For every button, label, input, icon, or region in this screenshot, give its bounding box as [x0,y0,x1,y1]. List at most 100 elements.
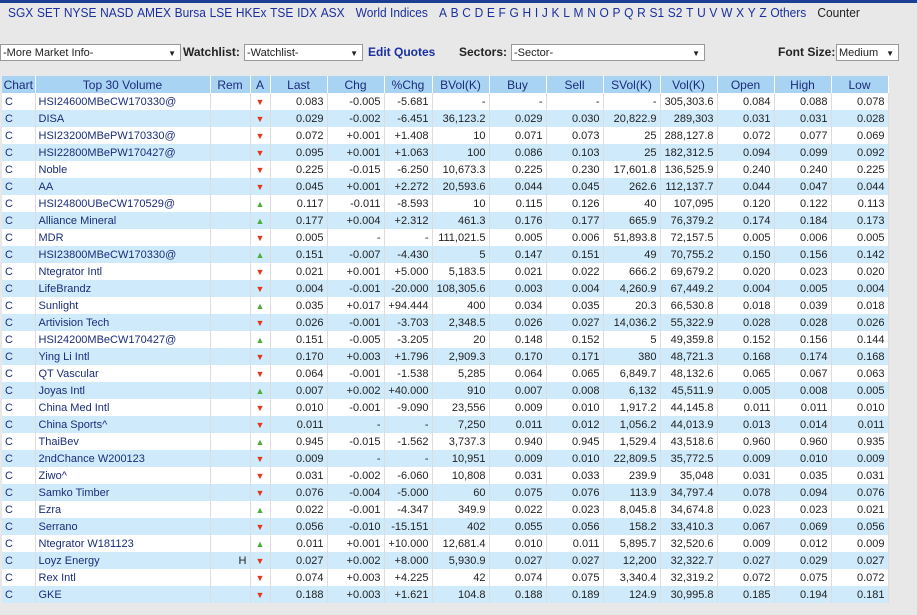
stock-name-cell[interactable]: Artivision Tech [35,314,211,331]
nav-letter-w[interactable]: W [721,5,733,20]
column-header[interactable]: Sell [546,76,604,93]
nav-exchange-hkex[interactable]: HKEx [235,5,267,20]
nav-letter-a[interactable]: A [438,5,447,20]
column-header[interactable]: %Chg [384,76,433,93]
chart-link-cell[interactable]: C [2,399,36,416]
nav-exchange-bursa[interactable]: Bursa [174,5,206,20]
chart-link-cell[interactable]: C [2,501,36,518]
column-header[interactable]: Vol(K) [660,76,718,93]
stock-name-cell[interactable]: HSI23800MBeCW170330@ [35,246,211,263]
nav-letter-s1[interactable]: S1 [649,5,665,20]
table-row[interactable]: C Joyas Intl ▲ 0.007 +0.002 +40.000 910 0.007 0.… [2,382,889,399]
table-row[interactable]: C Samko Timber ▼ 0.076 -0.004 -5.000 60 0.075 0.… [2,484,889,501]
stock-name-cell[interactable]: DISA [35,110,211,127]
stock-name-cell[interactable]: Ntegrator W181123 [35,535,211,552]
column-header[interactable]: Low [831,76,889,93]
stock-name-cell[interactable]: AA [35,178,211,195]
edit-quotes-link[interactable]: Edit Quotes [368,45,436,59]
chart-link-cell[interactable]: C [2,450,36,467]
table-row[interactable]: C Ntegrator W181123 ▲ 0.011 +0.001 +10.000 12,… [2,535,889,552]
nav-letter-x[interactable]: X [736,5,745,20]
nav-exchange-set[interactable]: SET [36,5,61,20]
table-row[interactable]: C 2ndChance W200123 ▼ 0.009- -10,951 0.009 0.0… [2,450,889,467]
table-row[interactable]: C Loyz Energy H ▼ 0.027 +0.002 +8.000 5,930.9 0.… [2,552,889,569]
table-row[interactable]: C QT Vascular ▼ 0.064 -0.001 -1.538 5,285 0.064… [2,365,889,382]
nav-letter-i[interactable]: I [534,5,539,20]
nav-letter-r[interactable]: R [637,5,646,20]
watchlist-select[interactable]: -Watchlist- ▼ [244,44,363,61]
column-header[interactable]: Last [270,76,328,93]
nav-world-indices[interactable]: World Indices [355,5,428,20]
chart-link-cell[interactable]: C [2,518,36,535]
table-row[interactable]: C Ziwo^ ▼ 0.031 -0.002 -6.060 10,808 0.031 0.033… [2,467,889,484]
table-row[interactable]: C ThaiBev ▲ 0.945 -0.015 -1.562 3,737.3 0.940 0.… [2,433,889,450]
stock-name-cell[interactable]: Ziwo^ [35,467,211,484]
table-row[interactable]: C HSI22800MBePW170427@ ▼ 0.095 +0.001 +1.063 1… [2,144,889,161]
table-row[interactable]: C China Sports^ ▼ 0.011- -7,250 0.011 0.012 1,0… [2,416,889,433]
column-header[interactable]: Rem [210,76,251,93]
column-header[interactable]: BVol(K) [432,76,490,93]
chart-link-cell[interactable]: C [2,467,36,484]
nav-letter-h[interactable]: H [522,5,532,20]
stock-name-cell[interactable]: Loyz Energy [35,552,211,569]
chart-link-cell[interactable]: C [2,382,36,399]
nav-letter-m[interactable]: M [573,5,584,20]
nav-letter-v[interactable]: V [709,5,718,20]
stock-name-cell[interactable]: HSI24800UBeCW170529@ [35,195,211,212]
stock-name-cell[interactable]: HSI22800MBePW170427@ [35,144,211,161]
chart-link-cell[interactable]: C [2,586,36,603]
table-row[interactable]: C HSI24800UBeCW170529@ ▲ 0.117 -0.011 -8.593 1… [2,195,889,212]
table-row[interactable]: C Serrano ▼ 0.056 -0.010 -15.151 402 0.055 0.056… [2,518,889,535]
chart-link-cell[interactable]: C [2,365,36,382]
nav-letter-y[interactable]: Y [747,5,756,20]
nav-exchange-nyse[interactable]: NYSE [63,5,97,20]
chart-link-cell[interactable]: C [2,144,36,161]
stock-name-cell[interactable]: MDR [35,229,211,246]
chart-link-cell[interactable]: C [2,416,36,433]
stock-name-cell[interactable]: LifeBrandz [35,280,211,297]
chart-link-cell[interactable]: C [2,161,36,178]
stock-name-cell[interactable]: HSI24600MBeCW170330@ [35,93,211,110]
chart-link-cell[interactable]: C [2,314,36,331]
chart-link-cell[interactable]: C [2,433,36,450]
nav-letter-e[interactable]: E [486,5,495,20]
chart-link-cell[interactable]: C [2,229,36,246]
chart-link-cell[interactable]: C [2,212,36,229]
chart-link-cell[interactable]: C [2,178,36,195]
nav-letter-g[interactable]: G [509,5,519,20]
stock-name-cell[interactable]: Serrano [35,518,211,535]
column-header[interactable]: Open [717,76,775,93]
stock-name-cell[interactable]: Ying Li Intl [35,348,211,365]
chart-link-cell[interactable]: C [2,535,36,552]
table-row[interactable]: C HSI24600MBeCW170330@ ▼ 0.083 -0.005 -5.681-… [2,93,889,110]
column-header[interactable]: Chg [327,76,385,93]
table-row[interactable]: C HSI24200MBeCW170427@ ▲ 0.151 -0.005 -3.205 2… [2,331,889,348]
chart-link-cell[interactable]: C [2,331,36,348]
chart-link-cell[interactable]: C [2,93,36,110]
nav-letter-others[interactable]: Others [770,5,807,20]
chart-link-cell[interactable]: C [2,348,36,365]
nav-letter-p[interactable]: P [612,5,621,20]
chart-link-cell[interactable]: C [2,110,36,127]
column-header[interactable]: High [774,76,832,93]
stock-name-cell[interactable]: Ezra [35,501,211,518]
stock-name-cell[interactable]: Noble [35,161,211,178]
nav-exchange-idx[interactable]: IDX [297,5,318,20]
table-row[interactable]: C AA ▼ 0.045 +0.001 +2.272 20,593.6 0.044 0.045 2… [2,178,889,195]
chart-link-cell[interactable]: C [2,484,36,501]
table-row[interactable]: C Ying Li Intl ▼ 0.170 +0.003 +1.796 2,909.3 0.… [2,348,889,365]
table-row[interactable]: C GKE ▼ 0.188 +0.003 +1.621 104.8 0.188 0.189 124… [2,586,889,603]
table-row[interactable]: C LifeBrandz ▼ 0.004 -0.001 -20.000 108,305.6 0… [2,280,889,297]
column-header[interactable]: Chart [2,76,36,93]
stock-name-cell[interactable]: HSI24200MBeCW170427@ [35,331,211,348]
market-info-select[interactable]: -More Market Info- ▼ [0,44,181,61]
nav-exchange-asx[interactable]: ASX [320,5,345,20]
table-row[interactable]: C Ezra ▲ 0.022 -0.001 -4.347 349.9 0.022 0.023 8,… [2,501,889,518]
nav-exchange-lse[interactable]: LSE [209,5,233,20]
nav-letter-l[interactable]: L [563,5,570,20]
chart-link-cell[interactable]: C [2,246,36,263]
table-row[interactable]: C HSI23800MBeCW170330@ ▲ 0.151 -0.007 -4.430 5… [2,246,889,263]
stock-name-cell[interactable]: Rex Intl [35,569,211,586]
nav-exchange-tse[interactable]: TSE [270,5,294,20]
stock-name-cell[interactable]: China Sports^ [35,416,211,433]
